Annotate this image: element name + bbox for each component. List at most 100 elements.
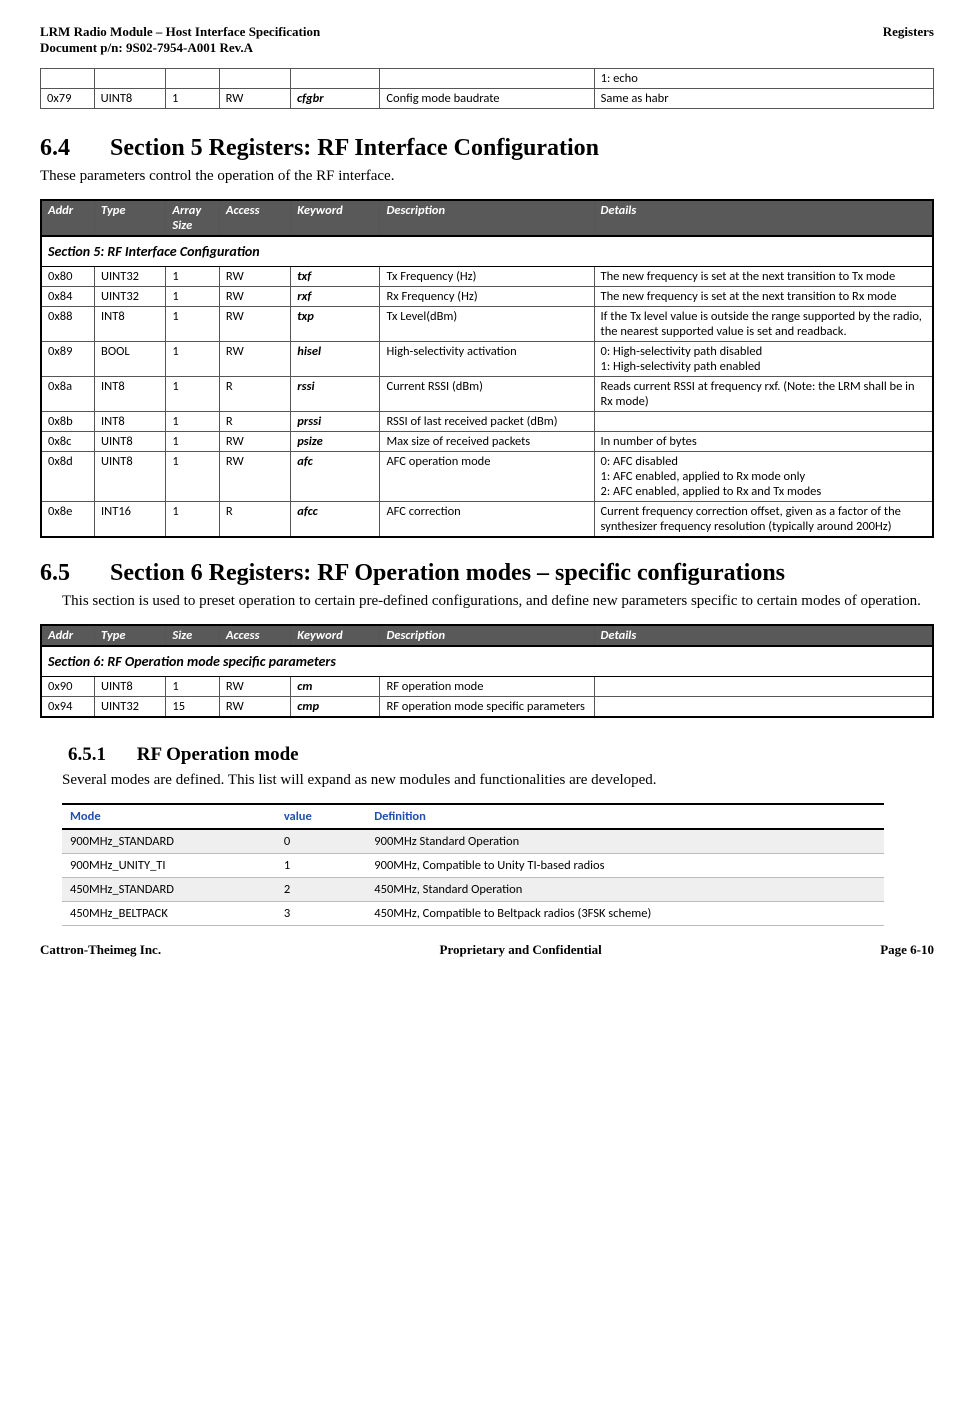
heading-text: RF Operation mode — [137, 744, 299, 765]
cell-size: 1 — [166, 307, 220, 342]
cell-keyword — [291, 69, 380, 89]
cell-definition: 450MHz, Compatible to Beltpack radios (3… — [366, 902, 884, 926]
table-row: 450MHz_BELTPACK3450MHz, Compatible to Be… — [62, 902, 884, 926]
cell-details: Reads current RSSI at frequency rxf. (No… — [594, 377, 933, 412]
cell-definition: 450MHz, Standard Operation — [366, 878, 884, 902]
col-keyword: Keyword — [291, 625, 380, 646]
col-type: Type — [95, 625, 166, 646]
table-body: 0x80UINT321RWtxfTx Frequency (Hz)The new… — [41, 267, 933, 538]
table-section5: Section 5: RF Interface Configuration Ad… — [40, 199, 934, 538]
cell-addr: 0x89 — [41, 342, 95, 377]
footer-center: Proprietary and Confidential — [440, 942, 602, 958]
cell-keyword: cmp — [291, 697, 380, 718]
table-row: 0x80UINT321RWtxfTx Frequency (Hz)The new… — [41, 267, 933, 287]
footer-right: Page 6-10 — [880, 942, 934, 958]
cell-mode: 900MHz_STANDARD — [62, 829, 276, 854]
cell-access: RW — [219, 307, 290, 342]
cell-size: 1 — [166, 287, 220, 307]
cell-access: RW — [219, 342, 290, 377]
intro-6-5: This section is used to preset operation… — [62, 593, 934, 610]
cell-details: 0: AFC disabled 1: AFC enabled, applied … — [594, 452, 933, 502]
cell-keyword: txp — [291, 307, 380, 342]
heading-6-5: 6.5 Section 6 Registers: RF Operation mo… — [40, 560, 934, 587]
modes-header-row: Mode value Definition — [62, 804, 884, 829]
modes-table: Mode value Definition 900MHz_STANDARD090… — [62, 803, 884, 926]
table-row: 1: echo — [41, 69, 934, 89]
cell-type: UINT8 — [95, 452, 166, 502]
col-details: Details — [594, 200, 933, 236]
cell-mode: 450MHz_BELTPACK — [62, 902, 276, 926]
footer-left: Cattron-Theimeg Inc. — [40, 942, 161, 958]
cell-keyword: cm — [291, 677, 380, 697]
heading-number: 6.4 — [40, 135, 104, 162]
cell-addr: 0x88 — [41, 307, 95, 342]
cell-size: 1 — [166, 452, 220, 502]
doc-section-name: Registers — [883, 24, 934, 56]
doc-title-line1: LRM Radio Module – Host Interface Specif… — [40, 24, 320, 39]
table-header-row: Addr Type Array Size Access Keyword Desc… — [41, 200, 933, 236]
cell-details: The new frequency is set at the next tra… — [594, 267, 933, 287]
table-title: Section 5: RF Interface Configuration — [41, 236, 933, 267]
cell-details — [594, 697, 933, 718]
page-header: LRM Radio Module – Host Interface Specif… — [40, 24, 934, 56]
table-row: 900MHz_STANDARD0900MHz Standard Operatio… — [62, 829, 884, 854]
table-row: 0x8dUINT81RWafcAFC operation mode0: AFC … — [41, 452, 933, 502]
table-row: 0x89BOOL1RWhiselHigh-selectivity activat… — [41, 342, 933, 377]
cell-access: RW — [219, 452, 290, 502]
cell-addr: 0x79 — [41, 89, 95, 109]
cell-desc: RSSI of last received packet (dBm) — [380, 412, 594, 432]
cell-size: 1 — [166, 342, 220, 377]
cell-access: RW — [219, 432, 290, 452]
col-desc: Description — [380, 200, 594, 236]
cell-keyword: afcc — [291, 502, 380, 538]
cell-access — [219, 69, 290, 89]
heading-6-4: 6.4 Section 5 Registers: RF Interface Co… — [40, 135, 934, 162]
col-details: Details — [594, 625, 933, 646]
cell-access: RW — [219, 697, 290, 718]
table-row: 0x8cUINT81RWpsizeMax size of received pa… — [41, 432, 933, 452]
cell-details: Same as habr — [594, 89, 933, 109]
cell-value: 0 — [276, 829, 366, 854]
cell-addr — [41, 69, 95, 89]
col-addr: Addr — [41, 625, 95, 646]
cell-type: UINT8 — [94, 89, 165, 109]
cell-keyword: afc — [291, 452, 380, 502]
table-row: 0x8bINT81RprssiRSSI of last received pac… — [41, 412, 933, 432]
cell-desc — [380, 69, 594, 89]
heading-number: 6.5 — [40, 560, 104, 587]
col-access: Access — [219, 625, 290, 646]
cell-desc: RF operation mode specific parameters — [380, 697, 594, 718]
cell-addr: 0x94 — [41, 697, 95, 718]
cell-addr: 0x8e — [41, 502, 95, 538]
doc-title: LRM Radio Module – Host Interface Specif… — [40, 24, 320, 56]
cell-details — [594, 412, 933, 432]
cell-type: UINT32 — [95, 267, 166, 287]
cell-type: INT8 — [95, 307, 166, 342]
cell-access: RW — [219, 89, 290, 109]
cell-access: RW — [219, 677, 290, 697]
cell-access: R — [219, 377, 290, 412]
cell-value: 3 — [276, 902, 366, 926]
col-access: Access — [219, 200, 290, 236]
cell-access: R — [219, 502, 290, 538]
cell-size: 1 — [166, 502, 220, 538]
cell-keyword: rxf — [291, 287, 380, 307]
cell-addr: 0x8d — [41, 452, 95, 502]
table-row: 0x8aINT81RrssiCurrent RSSI (dBm)Reads cu… — [41, 377, 933, 412]
cell-value: 2 — [276, 878, 366, 902]
cell-addr: 0x84 — [41, 287, 95, 307]
cell-details: 1: echo — [594, 69, 933, 89]
cell-keyword: cfgbr — [291, 89, 380, 109]
table-row: 0x90UINT81RWcmRF operation mode — [41, 677, 933, 697]
cell-size: 1 — [166, 377, 220, 412]
cell-definition: 900MHz Standard Operation — [366, 829, 884, 854]
col-size: Size — [166, 625, 220, 646]
cell-mode: 900MHz_UNITY_TI — [62, 854, 276, 878]
modes-body: 900MHz_STANDARD0900MHz Standard Operatio… — [62, 829, 884, 926]
cell-access: RW — [219, 287, 290, 307]
col-addr: Addr — [41, 200, 95, 236]
cell-size — [166, 69, 220, 89]
cell-mode: 450MHz_STANDARD — [62, 878, 276, 902]
cell-desc: Max size of received packets — [380, 432, 594, 452]
col-keyword: Keyword — [291, 200, 380, 236]
